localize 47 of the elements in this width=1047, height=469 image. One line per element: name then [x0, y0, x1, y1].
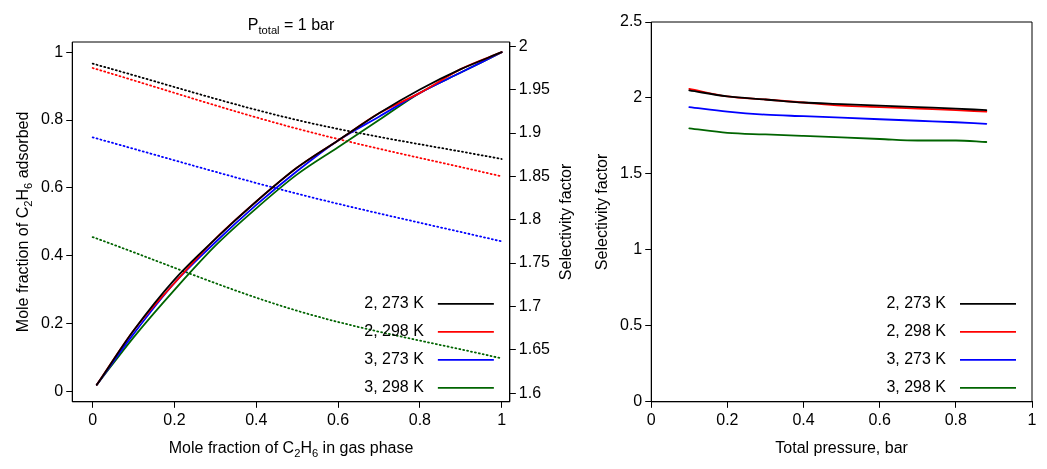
legend-label: 3, 273 K — [886, 350, 947, 368]
y2-tick-label: 2 — [518, 36, 528, 54]
y2-tick-label: 1.65 — [518, 340, 551, 358]
y-tick-label: 0 — [54, 382, 64, 400]
x-tick-label: 1 — [1027, 410, 1037, 428]
x-tick-label: 0 — [646, 410, 656, 428]
legend-label: 3, 273 K — [364, 350, 425, 368]
x-tick-label: 0.4 — [245, 410, 268, 428]
y2-tick-label: 1.75 — [518, 253, 551, 271]
legend-label: 2, 273 K — [886, 294, 947, 312]
y-tick-label: 2.5 — [619, 12, 643, 30]
x-tick-label: 0.2 — [163, 410, 186, 428]
legend-label: 2, 298 K — [886, 322, 947, 340]
y2-axis-title: Selectivity factor — [557, 162, 575, 281]
legend-label: 3, 298 K — [364, 378, 425, 396]
y-tick-label: 0.4 — [40, 246, 64, 264]
x-tick-label: 0 — [88, 410, 98, 428]
x-tick-label: 0.4 — [792, 410, 815, 428]
y-tick-label: 0.5 — [619, 316, 643, 334]
x-tick-label: 0.6 — [326, 410, 350, 428]
legend-label: 2, 298 K — [364, 322, 425, 340]
x-axis-title: Total pressure, bar — [775, 439, 909, 457]
line-series — [688, 127, 988, 143]
y-tick-label: 0 — [633, 392, 643, 410]
y-axis-title: Selectivity factor — [593, 152, 611, 271]
y2-tick-label: 1.95 — [518, 80, 551, 98]
line-series — [688, 106, 988, 125]
x-tick-label: 0.8 — [408, 410, 432, 428]
y-tick-label: 1.5 — [619, 164, 643, 182]
legend-label: 3, 298 K — [886, 378, 947, 396]
y2-tick-label: 1.7 — [518, 296, 542, 314]
y2-tick-label: 1.8 — [518, 210, 542, 228]
legend-label: 2, 273 K — [364, 294, 425, 312]
y-tick-label: 2 — [633, 88, 643, 106]
x-tick-label: 1 — [497, 410, 507, 428]
x-tick-label: 0.6 — [868, 410, 891, 428]
y2-tick-label: 1.9 — [518, 123, 542, 141]
y-tick-label: 0.2 — [40, 314, 64, 332]
x-tick-label: 0.8 — [944, 410, 968, 428]
y2-tick-label: 1.6 — [518, 383, 542, 401]
y-tick-label: 0.8 — [40, 110, 64, 128]
y-tick-label: 1 — [54, 42, 64, 60]
y2-tick-label: 1.85 — [518, 166, 551, 184]
y-tick-label: 0.6 — [40, 178, 64, 196]
x-tick-label: 0.2 — [716, 410, 739, 428]
y-tick-label: 1 — [633, 240, 643, 258]
y-axis-title: Mole fraction of C2H6 adsorbed — [14, 111, 34, 333]
